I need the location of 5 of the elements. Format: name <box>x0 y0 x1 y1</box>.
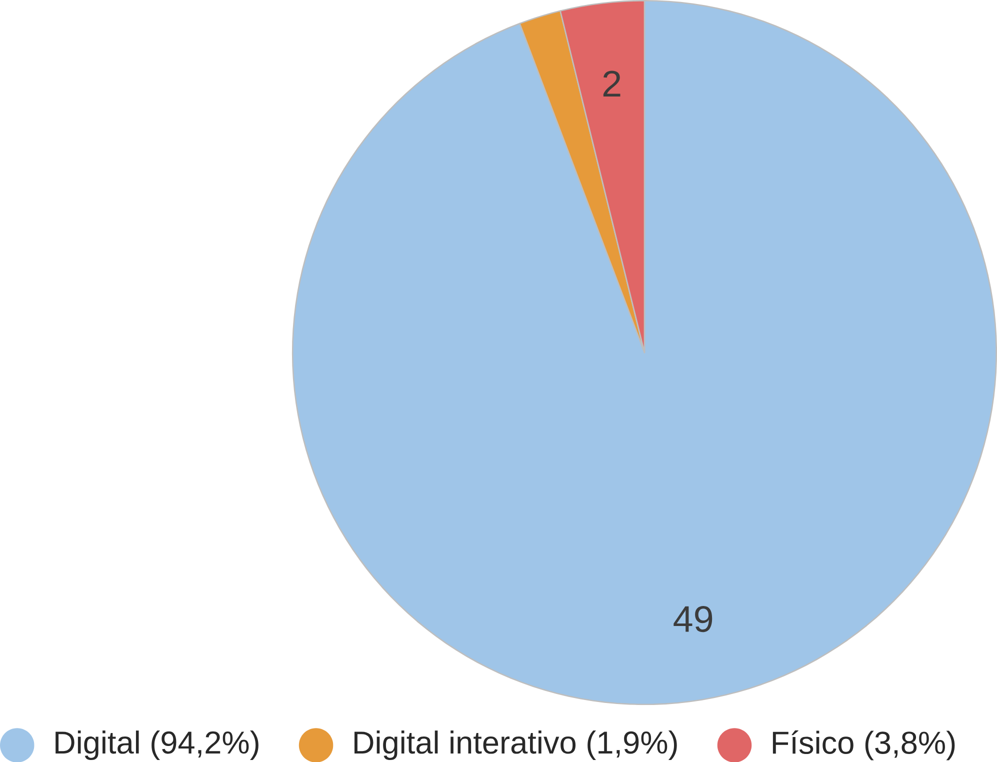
legend-label: Físico (3,8%) <box>772 730 955 760</box>
legend-label: Digital (94,2%) <box>56 730 258 760</box>
data-label: 2 <box>603 70 620 96</box>
data-label: 49 <box>674 606 712 632</box>
legend-label: Digital interativo (1,9%) <box>354 730 677 760</box>
